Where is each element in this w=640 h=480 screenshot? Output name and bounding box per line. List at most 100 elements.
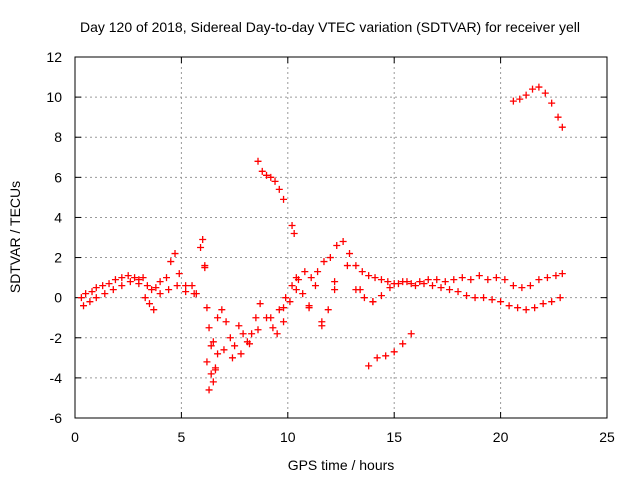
data-point: [118, 274, 126, 282]
data-point: [290, 229, 298, 237]
data-point: [407, 330, 415, 338]
data-point: [526, 282, 534, 290]
data-point: [339, 238, 347, 246]
data-point: [558, 123, 566, 131]
data-point: [522, 91, 530, 99]
data-point: [286, 298, 294, 306]
y-tick-label: 8: [54, 129, 62, 145]
data-point: [109, 286, 117, 294]
data-point: [429, 282, 437, 290]
data-point: [501, 276, 509, 284]
data-point: [399, 340, 407, 348]
data-point: [535, 276, 543, 284]
data-point: [475, 272, 483, 280]
data-point: [199, 236, 207, 244]
data-point: [343, 262, 351, 270]
data-point: [280, 304, 288, 312]
data-point: [386, 284, 394, 292]
data-point: [365, 272, 373, 280]
data-point: [471, 294, 479, 302]
data-point: [124, 272, 132, 280]
data-point: [143, 282, 151, 290]
y-tick-label: 10: [46, 89, 62, 105]
data-point: [292, 274, 300, 282]
data-point: [237, 350, 245, 358]
data-point: [450, 276, 458, 284]
data-point: [509, 282, 517, 290]
data-point: [131, 274, 139, 282]
series-trace-drop-line: [288, 221, 298, 237]
data-point: [209, 338, 217, 346]
data-point: [548, 99, 556, 107]
x-tick-label: 15: [386, 429, 402, 445]
data-point: [403, 278, 411, 286]
x-tick-label: 0: [71, 429, 79, 445]
data-point: [167, 258, 175, 266]
data-point: [424, 276, 432, 284]
data-point: [522, 306, 530, 314]
axis-tick-labels: 0 5 10 15 20 25 -6 -4 -2 0 2 4 6 8 10 12: [46, 49, 615, 445]
data-point: [280, 318, 288, 326]
series-trace-main: [77, 236, 566, 350]
y-tick-label: 4: [54, 209, 62, 225]
data-point: [446, 286, 454, 294]
data-point: [518, 284, 526, 292]
x-tick-label: 5: [178, 429, 186, 445]
data-point: [299, 290, 307, 298]
data-point: [352, 262, 360, 270]
data-point: [307, 274, 315, 282]
data-point: [254, 157, 262, 165]
data-point: [163, 274, 171, 282]
data-point: [497, 298, 505, 306]
data-point: [182, 282, 190, 290]
x-tick-label: 10: [280, 429, 296, 445]
data-point: [556, 294, 564, 302]
data-point: [509, 97, 517, 105]
data-point: [82, 290, 90, 298]
data-point: [333, 242, 341, 250]
y-tick-label: -2: [50, 330, 63, 346]
data-point: [118, 282, 126, 290]
data-point: [188, 282, 196, 290]
grid-lines: [75, 57, 607, 418]
data-point: [214, 350, 222, 358]
data-point: [382, 352, 390, 360]
data-point: [99, 282, 107, 290]
data-point: [554, 113, 562, 121]
data-point: [269, 324, 277, 332]
data-point: [254, 326, 262, 334]
data-point: [558, 270, 566, 278]
data-point: [377, 292, 385, 300]
data-point: [220, 346, 228, 354]
data-point: [282, 294, 290, 302]
data-point: [258, 167, 266, 175]
data-point: [214, 314, 222, 322]
data-point: [305, 302, 313, 310]
data-point: [209, 378, 217, 386]
data-point: [222, 318, 230, 326]
data-point: [346, 250, 354, 258]
data-point: [86, 298, 94, 306]
data-point: [205, 386, 213, 394]
axis-ticks: [74, 56, 608, 419]
data-point: [173, 282, 181, 290]
y-axis-label: SDTVAR / TECUs: [7, 181, 23, 293]
y-tick-label: -4: [50, 370, 63, 386]
series-trace-late-arc: [509, 83, 566, 131]
data-point: [539, 300, 547, 308]
y-tick-label: 0: [54, 290, 62, 306]
y-tick-label: 12: [46, 49, 62, 65]
data-point: [488, 296, 496, 304]
data-point: [126, 278, 134, 286]
plot-frame: [74, 56, 608, 419]
data-point: [311, 282, 319, 290]
data-point: [535, 83, 543, 91]
data-point: [203, 358, 211, 366]
series-trace-noisy-middle: [273, 274, 339, 338]
data-point: [394, 280, 402, 288]
data-point: [463, 292, 471, 300]
data-point: [197, 244, 205, 252]
data-point: [207, 342, 215, 350]
